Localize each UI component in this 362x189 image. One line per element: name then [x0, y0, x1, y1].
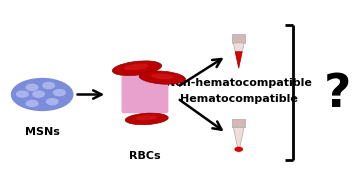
Ellipse shape [112, 61, 161, 76]
Circle shape [17, 91, 28, 97]
Ellipse shape [124, 64, 149, 70]
Polygon shape [232, 119, 245, 127]
Ellipse shape [151, 73, 174, 79]
Text: Non-hematocompatible: Non-hematocompatible [166, 78, 312, 88]
Ellipse shape [139, 71, 185, 84]
Circle shape [33, 91, 44, 97]
Polygon shape [232, 34, 245, 43]
Circle shape [26, 101, 38, 107]
Circle shape [43, 82, 54, 88]
Text: ?: ? [324, 72, 352, 117]
Circle shape [235, 147, 242, 151]
Text: RBCs: RBCs [129, 151, 161, 161]
Polygon shape [235, 52, 242, 68]
Text: Hematocompatible: Hematocompatible [180, 94, 298, 104]
Circle shape [54, 90, 65, 96]
Circle shape [46, 99, 58, 105]
Polygon shape [233, 127, 244, 153]
Circle shape [12, 79, 73, 110]
FancyBboxPatch shape [122, 76, 168, 113]
Circle shape [26, 84, 38, 90]
Text: MSNs: MSNs [25, 127, 60, 137]
Ellipse shape [125, 113, 168, 125]
Polygon shape [233, 43, 244, 52]
Ellipse shape [136, 115, 157, 120]
